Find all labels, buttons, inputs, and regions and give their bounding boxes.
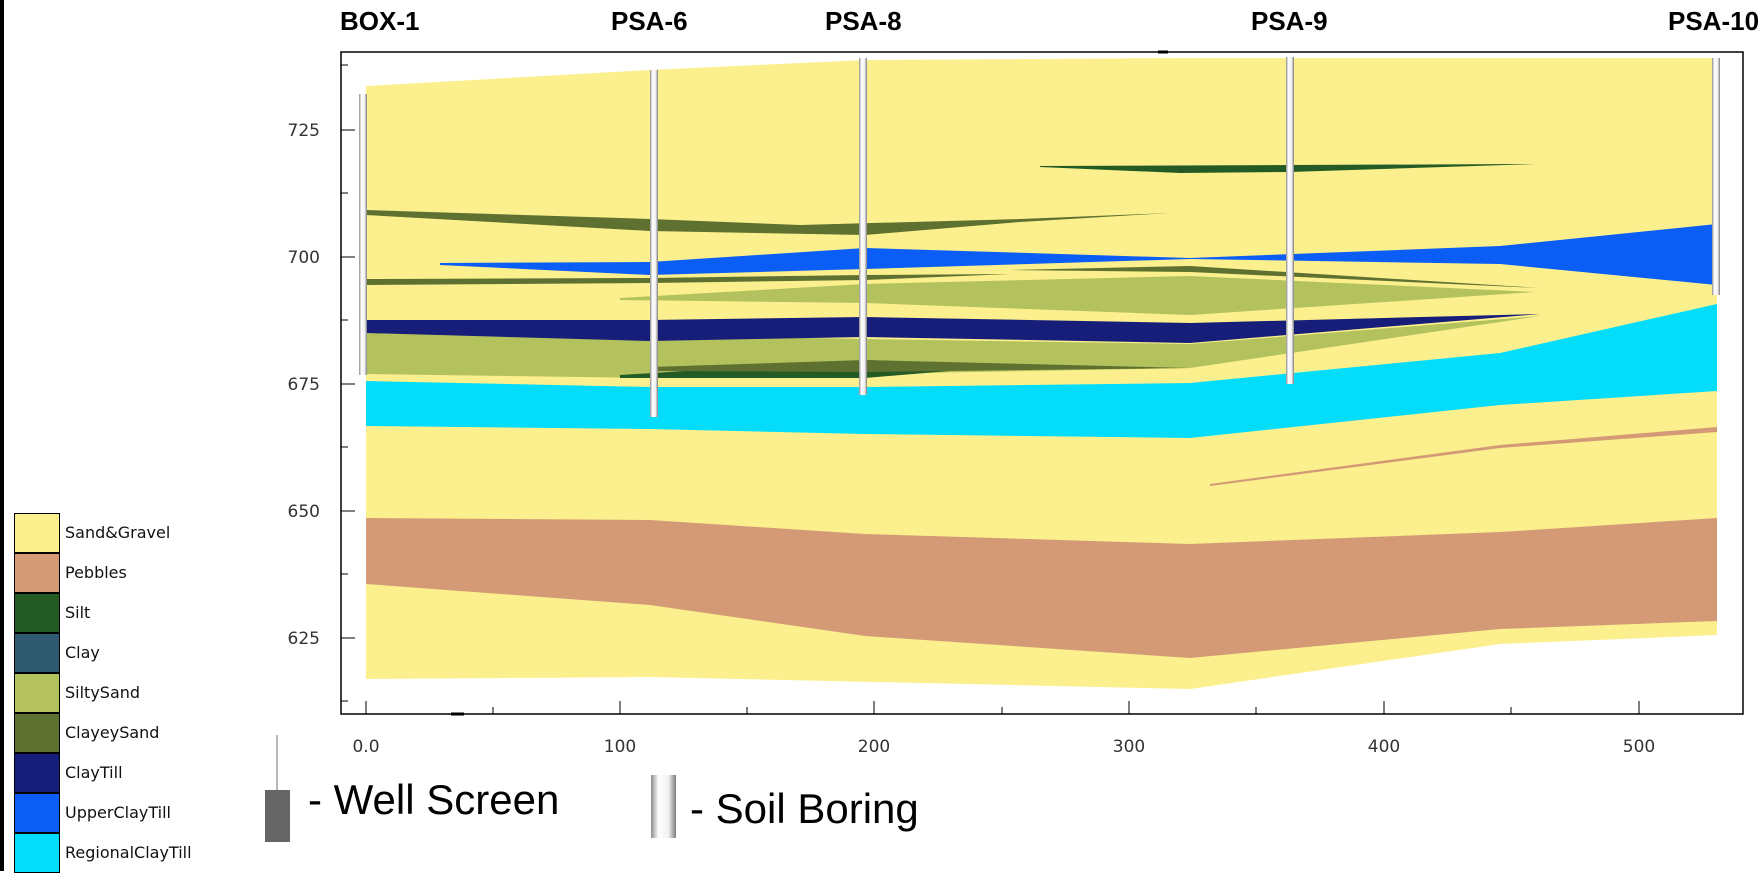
soil-boring-box-1 — [359, 94, 367, 375]
layer-pebbles — [366, 518, 1717, 658]
y-tick-label: 700 — [288, 248, 320, 268]
x-tick-label: 0.0 — [352, 737, 379, 757]
x-axis — [365, 701, 1640, 716]
legend-label: Silt — [65, 603, 91, 622]
boring-label-psa-6: PSA-6 — [611, 6, 688, 36]
legend-swatch — [14, 633, 60, 673]
well-screen-symbol — [265, 790, 290, 842]
boring-label-psa-8: PSA-8 — [825, 6, 902, 36]
y-axis — [341, 64, 355, 702]
legend-label: UpperClayTill — [65, 803, 171, 822]
layer-upper-clay-till — [440, 224, 1717, 285]
x-tick-label: 500 — [1623, 737, 1655, 757]
soil-boring-psa-6 — [650, 70, 658, 417]
soil-boring-psa-9 — [1286, 57, 1294, 384]
legend-label: RegionalClayTill — [65, 843, 192, 862]
y-tick-label: 650 — [288, 502, 320, 522]
x-tick-label: 400 — [1368, 737, 1400, 757]
x-tick-label: 200 — [858, 737, 890, 757]
legend-swatch — [14, 713, 60, 753]
layer-silty-sand-lower — [366, 316, 1540, 378]
x-tick-label: 300 — [1113, 737, 1145, 757]
legend-swatch — [14, 793, 60, 833]
soil-boring-psa-8 — [859, 58, 867, 395]
layer-clayey-sand-lower-lens — [650, 360, 1190, 372]
legend-swatch — [14, 553, 60, 593]
y-tick-label: 725 — [288, 121, 320, 141]
legend-label: Clay — [65, 643, 100, 662]
layer-clayey-sand-stringer-a — [366, 274, 1010, 285]
legend-label: Pebbles — [65, 563, 127, 582]
y-tick-label: 675 — [288, 375, 320, 395]
layer-clayey-sand-upper — [366, 210, 1170, 235]
legend-swatch — [14, 753, 60, 793]
layer-silty-sand-upper — [620, 276, 1535, 315]
layer-pebbles-stringer — [1210, 427, 1717, 486]
boring-label-box-1: BOX-1 — [340, 6, 420, 36]
legend-swatch — [14, 513, 60, 553]
legend-swatch — [14, 673, 60, 713]
boring-label-psa-9: PSA-9 — [1251, 6, 1328, 36]
layer-regional-clay-till — [366, 304, 1717, 438]
layer-clay-till — [366, 314, 1540, 343]
legend-label: Sand&Gravel — [65, 523, 171, 542]
legend-label: ClayTill — [65, 763, 123, 782]
x-tick-label: 100 — [604, 737, 636, 757]
well-screen-key-label: - Well Screen — [308, 776, 560, 823]
soil-borings — [359, 57, 1720, 417]
legend-label: SiltySand — [65, 683, 141, 702]
soil-boring-key-label: - Soil Boring — [690, 785, 919, 832]
left-border — [0, 0, 4, 871]
legend-label: ClayeySand — [65, 723, 160, 742]
legend-swatch — [14, 833, 60, 873]
soil-boring-symbol — [651, 775, 676, 838]
y-tick-label: 625 — [288, 629, 320, 649]
boring-label-psa-10: PSA-10 — [1668, 6, 1760, 36]
legend-swatch — [14, 593, 60, 633]
soil-boring-psa-10 — [1712, 58, 1720, 295]
